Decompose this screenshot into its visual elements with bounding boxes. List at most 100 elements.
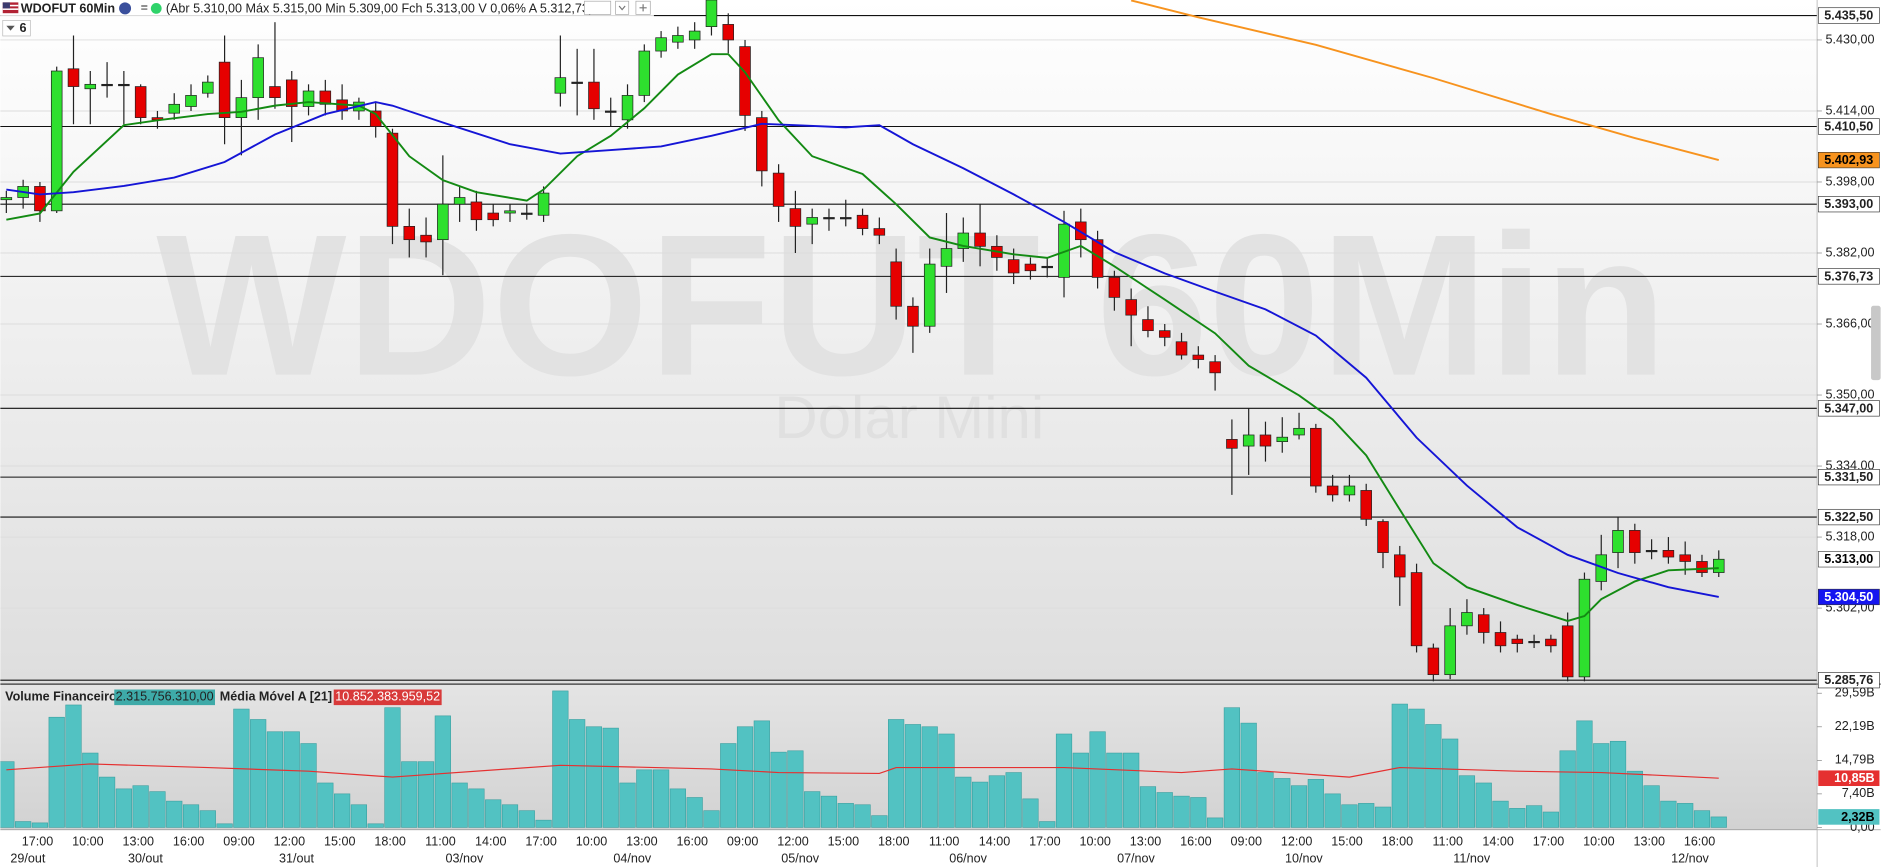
candle-body [655,37,667,52]
panel-dropdown[interactable] [2,20,31,37]
candle-body [1578,578,1591,678]
volume-bar [166,800,183,828]
info-icon[interactable] [119,2,132,15]
x-tick-label: 09:00 [223,835,254,849]
candle-body [1511,638,1524,644]
candle-body [202,81,214,94]
volume-bar [1072,752,1089,828]
scroll-handle[interactable] [1871,305,1881,381]
x-tick-label: 18:00 [374,835,405,849]
moving-average-line [6,101,1719,598]
menu-icon[interactable]: = [141,1,148,15]
level-label: 5.331,50 [1824,470,1873,484]
volume-bar [149,791,166,828]
date-label: 05/nov [781,852,819,866]
level-label: 5.347,00 [1824,401,1873,415]
candle-body [403,226,416,241]
volume-bar [1240,722,1257,828]
volume-bar [636,769,653,828]
candle-body [1192,354,1205,360]
price-tag-label: 5.304,50 [1824,590,1873,604]
candle-body [672,35,684,43]
volume-bar [871,815,888,828]
volume-bar [451,782,468,828]
volume-ma-value: 10.852.383.959,52 [335,690,440,704]
candle-body [101,83,113,87]
header-buttons[interactable] [583,0,651,15]
volume-bar [1223,707,1240,828]
volume-plot [0,690,1727,828]
candle-body [1561,625,1574,678]
y-tick-label: 5.382,00 [1825,245,1874,259]
volume-bar [669,788,686,828]
candle-body [453,197,466,205]
volume-bar [501,804,519,828]
volume-bar [216,823,233,828]
volume-bar [15,821,32,828]
volume-bar [300,743,317,828]
volume-bar [938,733,955,828]
candle-body [521,212,533,215]
candle-body [269,86,281,99]
volume-bar [317,782,334,828]
volume-bar [1710,816,1727,828]
volume-ma-value-box [333,689,442,706]
candle-body [235,97,248,118]
volume-bar [703,810,720,828]
candle-body [84,83,97,90]
volume-bar [753,720,770,828]
volume-bar [283,731,300,828]
volume-bar [98,776,116,828]
candle-body [1477,614,1490,633]
candle-body [772,172,785,207]
candle-body [604,110,617,113]
volume-bar [1055,733,1073,828]
y-tick-label: 5.430,00 [1825,32,1874,46]
candle-body [50,70,63,212]
candle-body [118,83,130,87]
candle-body [134,86,147,118]
candle-body [1293,427,1305,436]
volume-bar [652,769,670,828]
volume-bar [1039,821,1056,828]
x-tick-label: 14:00 [475,835,506,849]
candle-body [437,203,449,241]
header-ohlc: (Abr 5.310,00 Máx 5.315,00 Min 5.309,00 … [166,1,593,15]
x-tick-label: 12:00 [274,835,305,849]
volume-tag [1818,809,1880,825]
volume-ma-name: Média Móvel A [21] [220,690,332,704]
volume-bar [787,750,804,828]
date-label: 30/out [128,852,163,866]
volume-bar [1458,775,1476,828]
candle-body [1662,550,1675,558]
panel-count[interactable]: 6 [20,21,27,35]
volume-bar [1492,800,1509,828]
y-tick-label: 5.414,00 [1825,103,1874,117]
x-tick-label: 16:00 [677,835,708,849]
candle-body [1075,221,1087,241]
x-tick-label: 10:00 [1079,835,1110,849]
candle-body [588,81,600,110]
candle-body [923,263,936,327]
volume-bar [266,731,284,828]
candle-body [487,212,499,221]
candle-body [302,90,315,107]
x-tick-label: 10:00 [1583,835,1614,849]
level-tag [1817,508,1880,526]
volume-bar [1022,798,1039,828]
level-tag [1817,672,1880,689]
candle-body [1209,361,1221,374]
candle-body [252,57,264,99]
candle-body [722,24,735,41]
volume-bar [1643,785,1660,828]
volume-bar [485,799,502,828]
x-tick-label: 16:00 [173,835,204,849]
candle-body [806,217,818,225]
candle-body [1696,561,1708,573]
volume-bar [65,704,82,828]
volume-tag-label: 10,85B [1834,771,1875,785]
x-tick-label: 13:00 [626,835,657,849]
candle-body [1545,638,1557,647]
volume-bar [1576,720,1593,828]
